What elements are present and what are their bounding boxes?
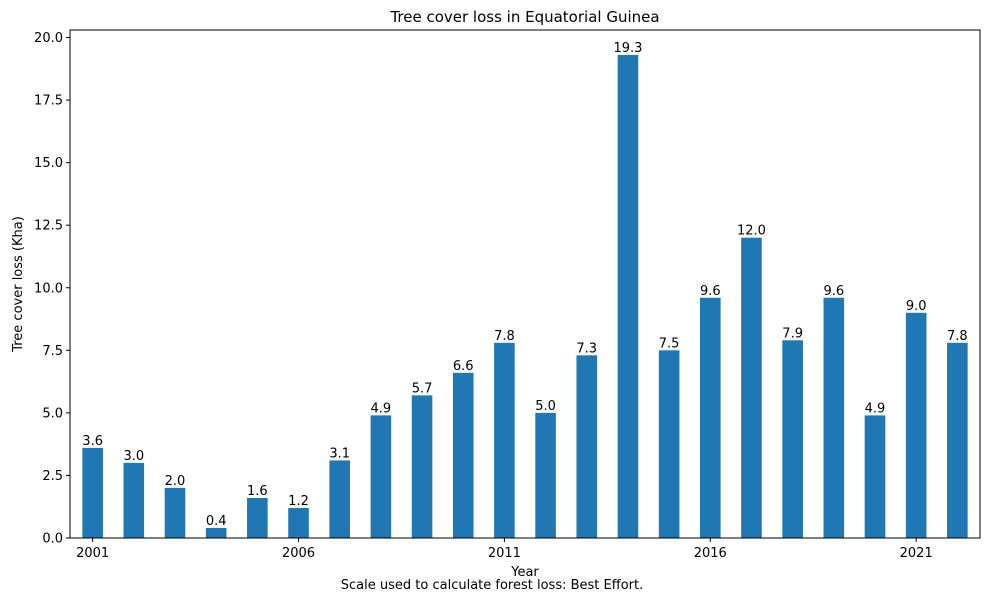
bar-2001 bbox=[82, 447, 103, 538]
chart-title: Tree cover loss in Equatorial Guinea bbox=[389, 8, 659, 26]
y-tick-label: 0.0 bbox=[42, 532, 63, 547]
data-label-2017: 12.0 bbox=[737, 224, 766, 239]
y-tick-label: 5.0 bbox=[42, 406, 63, 421]
data-label-2002: 3.0 bbox=[123, 449, 144, 464]
y-tick-label: 7.5 bbox=[42, 344, 63, 359]
data-label-2018: 7.9 bbox=[782, 326, 803, 341]
bar-2002 bbox=[123, 462, 145, 538]
y-tick-label: 17.5 bbox=[34, 94, 63, 109]
y-tick-label: 10.0 bbox=[34, 281, 63, 296]
bar-2020 bbox=[864, 415, 886, 538]
data-label-2011: 7.8 bbox=[494, 329, 515, 344]
bar-2014 bbox=[617, 55, 639, 539]
data-label-2010: 6.6 bbox=[453, 359, 474, 374]
data-label-2015: 7.5 bbox=[659, 336, 680, 351]
bar-2008 bbox=[370, 415, 392, 538]
data-label-2009: 5.7 bbox=[412, 381, 433, 396]
data-label-2006: 1.2 bbox=[288, 494, 309, 509]
footnote: Scale used to calculate forest loss: Bes… bbox=[341, 578, 643, 593]
plot-frame bbox=[69, 29, 981, 539]
x-tick-label: 2011 bbox=[488, 546, 521, 561]
bar-2013 bbox=[576, 355, 598, 538]
bar-2005 bbox=[247, 497, 268, 538]
bar-2011 bbox=[494, 342, 515, 538]
data-label-2016: 9.6 bbox=[700, 284, 721, 299]
x-tick-label: 2016 bbox=[694, 546, 727, 561]
bar-2003 bbox=[164, 487, 186, 538]
y-tick-label: 2.5 bbox=[42, 469, 63, 484]
bars bbox=[82, 55, 968, 539]
y-axis-label: Tree cover loss (Kha) bbox=[11, 216, 26, 353]
data-label-2014: 19.3 bbox=[613, 41, 642, 56]
data-label-2008: 4.9 bbox=[371, 401, 392, 416]
data-label-2001: 3.6 bbox=[82, 434, 103, 449]
data-label-2013: 7.3 bbox=[576, 341, 597, 356]
data-label-2019: 9.6 bbox=[823, 284, 844, 299]
bar-2009 bbox=[411, 395, 433, 538]
bar-2007 bbox=[329, 460, 350, 538]
bar-2015 bbox=[658, 350, 680, 538]
y-tick-label: 20.0 bbox=[34, 31, 63, 46]
bar-2006 bbox=[288, 507, 309, 538]
data-label-2012: 5.0 bbox=[535, 399, 556, 414]
data-label-2007: 3.1 bbox=[329, 446, 350, 461]
bar-2018 bbox=[782, 340, 803, 538]
data-labels: 3.6 3.0 2.0 0.4 1.6 1.2 3.1 4.9 5.7 6.6 7.8 5.0 7.3 1… bbox=[82, 41, 967, 529]
data-label-2004: 0.4 bbox=[206, 514, 227, 529]
x-axis: 2001 2006 2011 2016 2021 bbox=[76, 538, 933, 561]
data-label-2022: 7.8 bbox=[947, 329, 968, 344]
bar-2017 bbox=[741, 237, 762, 538]
y-axis: 0.0 2.5 5.0 7.5 10.0 12.5 15.0 17.5 20.0 bbox=[34, 31, 70, 547]
bar-2004 bbox=[205, 527, 227, 538]
bar-2010 bbox=[452, 372, 474, 538]
x-axis-label: Year bbox=[510, 565, 539, 580]
bar-2022 bbox=[947, 342, 968, 538]
bar-2016 bbox=[700, 297, 721, 538]
data-label-2005: 1.6 bbox=[247, 484, 268, 499]
x-tick-label: 2021 bbox=[900, 546, 933, 561]
bar-2012 bbox=[535, 412, 556, 538]
y-tick-label: 15.0 bbox=[34, 156, 63, 171]
bar-2019 bbox=[823, 297, 845, 538]
x-tick-label: 2006 bbox=[282, 546, 315, 561]
data-label-2003: 2.0 bbox=[165, 474, 186, 489]
data-label-2020: 4.9 bbox=[865, 401, 886, 416]
bar-2021 bbox=[905, 312, 927, 538]
x-tick-label: 2001 bbox=[76, 546, 109, 561]
y-tick-label: 12.5 bbox=[34, 219, 63, 234]
data-label-2021: 9.0 bbox=[906, 299, 927, 314]
